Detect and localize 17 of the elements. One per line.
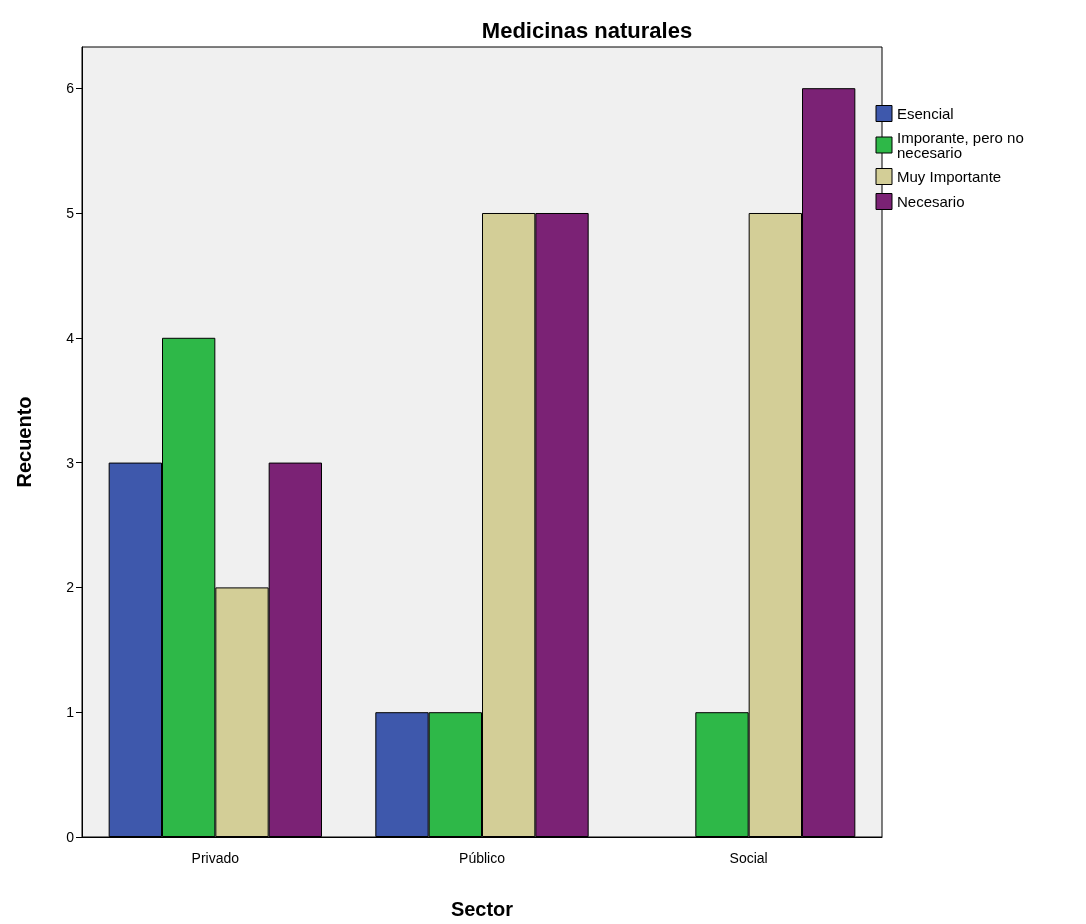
y-tick-label: 1	[66, 704, 75, 721]
x-axis-title: Sector	[450, 898, 514, 920]
x-tick-label: Público	[459, 850, 506, 866]
y-tick-label: 3	[66, 454, 75, 471]
legend-label: Esencial	[897, 105, 954, 122]
chart-title: Medicinas naturales	[481, 17, 693, 43]
legend-label: Imporante, pero no necesario	[897, 129, 1028, 161]
legend-label: Muy Importante	[897, 168, 1002, 185]
y-tick-label: 2	[66, 579, 75, 596]
y-tick-label: 6	[66, 80, 75, 97]
y-tick-label: 4	[66, 329, 75, 346]
x-tick-label: Social	[729, 850, 768, 866]
y-tick-label: 0	[66, 829, 75, 845]
x-tick-label: Privado	[191, 850, 240, 866]
legend-label: Necesario	[897, 193, 965, 210]
y-tick-label: 5	[66, 204, 75, 221]
y-axis-title: Recuento	[13, 396, 35, 488]
